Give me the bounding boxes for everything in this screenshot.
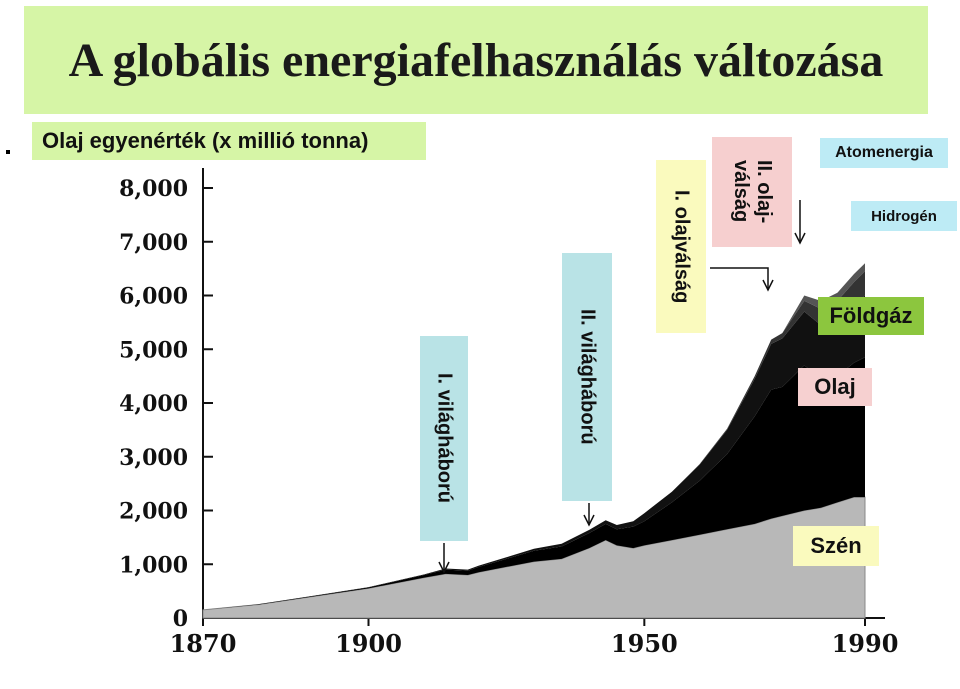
nuclear-label: Atomenergia	[820, 138, 948, 168]
bullet-dot	[6, 150, 10, 154]
oil-crisis-2-box: II. olaj- válság	[712, 137, 792, 247]
y-unit-label: Olaj egyenérték (x millió tonna)	[32, 122, 426, 160]
area-gas	[203, 295, 865, 610]
y-tick-label: 3,000	[119, 445, 188, 471]
oil-crisis-1-arrow-head	[762, 279, 774, 292]
y-tick-label: 5,000	[119, 337, 188, 363]
title-banner: A globális energiafelhasználás változása	[24, 6, 928, 114]
stacked-areas	[202, 263, 866, 619]
oil-crisis-1-box: I. olajválság	[656, 160, 706, 333]
hydrogen-label: Hidrogén	[851, 201, 957, 231]
y-tick-label: 2,000	[119, 499, 188, 525]
x-tick-label: 1950	[611, 629, 678, 658]
oil-label: Olaj	[798, 368, 872, 406]
ww1-label: I. világháború	[433, 373, 456, 504]
ww1-box: I. világháború	[420, 336, 468, 541]
y-tick-label: 4,000	[119, 391, 188, 417]
x-tick-label: 1990	[832, 629, 899, 658]
x-axis: 1870 1900 1950 1990	[170, 617, 899, 658]
x-tick-label: 1870	[170, 629, 237, 658]
oil-crisis-2-arrow-head	[794, 232, 806, 245]
coal-label: Szén	[793, 526, 879, 566]
ww2-arrow-head	[583, 514, 595, 527]
chart-title: A globális energiafelhasználás változása	[68, 33, 884, 87]
y-axis: 0 1,000 2,000 3,000 4,000 5,000 6,000 7,000 8,00…	[119, 168, 213, 632]
annotation-arrows	[438, 200, 806, 574]
ww2-box: II. világháború	[562, 253, 612, 501]
x-tick-label: 1900	[335, 629, 402, 658]
y-tick-label: 1,000	[119, 552, 188, 578]
oil-crisis-1-arrow	[710, 267, 769, 290]
y-tick-label: 6,000	[119, 284, 188, 310]
oil-crisis-1-label: I. olajválság	[670, 189, 693, 304]
ww2-label: II. világháború	[576, 309, 599, 445]
y-tick-label: 0	[173, 606, 188, 632]
gas-label: Földgáz	[818, 297, 924, 335]
oil-crisis-2-label: II. olaj- válság	[730, 160, 775, 224]
ww1-arrow-head	[438, 561, 450, 574]
y-tick-label: 8,000	[119, 176, 188, 202]
y-tick-label: 7,000	[119, 230, 188, 256]
